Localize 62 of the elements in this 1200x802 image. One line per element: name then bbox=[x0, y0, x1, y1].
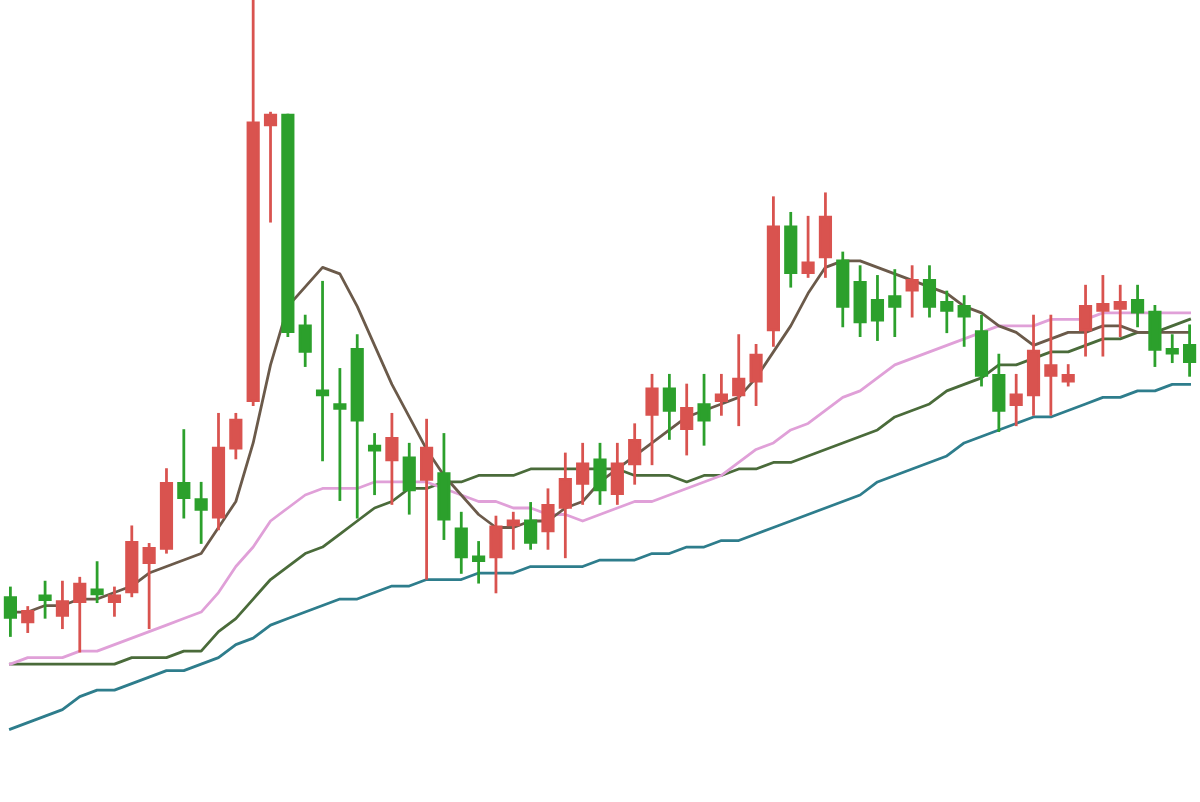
candlestick bbox=[697, 373, 711, 446]
candlestick bbox=[1113, 284, 1127, 338]
candlestick bbox=[853, 265, 867, 338]
candlestick bbox=[1130, 284, 1145, 328]
candlestick bbox=[1148, 304, 1162, 367]
candlestick bbox=[1009, 373, 1023, 427]
candlestick bbox=[385, 412, 399, 505]
candlestick bbox=[454, 511, 468, 574]
candlestick bbox=[506, 511, 520, 550]
candlestick bbox=[333, 368, 347, 501]
candlestick bbox=[402, 442, 416, 515]
candlestick bbox=[263, 111, 278, 223]
candlestick bbox=[420, 418, 434, 580]
candlestick bbox=[784, 211, 798, 288]
candlestick bbox=[55, 580, 70, 630]
candlestick bbox=[922, 265, 937, 318]
candlestick bbox=[732, 334, 746, 427]
candlestick bbox=[1165, 334, 1179, 364]
candlestick bbox=[367, 433, 382, 496]
candlestick bbox=[749, 344, 763, 406]
candlestick bbox=[489, 515, 503, 594]
candlestick bbox=[645, 373, 659, 466]
candlestick bbox=[177, 429, 191, 519]
candlestick bbox=[229, 412, 243, 460]
candlestick bbox=[1061, 364, 1075, 387]
candlestick bbox=[194, 481, 208, 544]
candlestick bbox=[628, 423, 642, 485]
candlestick bbox=[298, 314, 312, 367]
candlestick bbox=[905, 265, 919, 318]
candlestick bbox=[870, 275, 885, 341]
candlestick bbox=[558, 452, 572, 559]
candlestick bbox=[541, 488, 555, 550]
candlestick bbox=[593, 442, 607, 505]
candlestick bbox=[1183, 324, 1197, 377]
candlestick bbox=[142, 543, 156, 630]
candlestick bbox=[610, 442, 624, 505]
candlestick bbox=[1026, 314, 1041, 416]
candlestick bbox=[818, 192, 833, 278]
candlestick bbox=[472, 541, 486, 584]
candlestick bbox=[992, 353, 1006, 432]
candlestick bbox=[836, 251, 850, 328]
candlestick bbox=[315, 280, 330, 462]
candlestick bbox=[38, 580, 52, 619]
candlestick bbox=[21, 606, 35, 633]
candlestick bbox=[662, 373, 676, 440]
candlestick bbox=[90, 561, 104, 604]
candlestick bbox=[974, 314, 989, 387]
candlestick bbox=[940, 290, 954, 334]
candlestick bbox=[1044, 314, 1058, 416]
candlestick bbox=[714, 373, 728, 416]
candlestick bbox=[73, 576, 87, 653]
candlestick bbox=[957, 295, 971, 347]
candlestick bbox=[107, 586, 122, 617]
candlestick bbox=[680, 383, 694, 456]
candlestick bbox=[524, 502, 538, 550]
candlestick bbox=[3, 586, 17, 637]
candlestick bbox=[437, 433, 451, 540]
candlestick bbox=[1096, 275, 1110, 357]
candlestick bbox=[888, 269, 902, 338]
candlestick bbox=[801, 215, 815, 278]
candlestick bbox=[1078, 284, 1093, 357]
candlestick bbox=[576, 442, 590, 505]
